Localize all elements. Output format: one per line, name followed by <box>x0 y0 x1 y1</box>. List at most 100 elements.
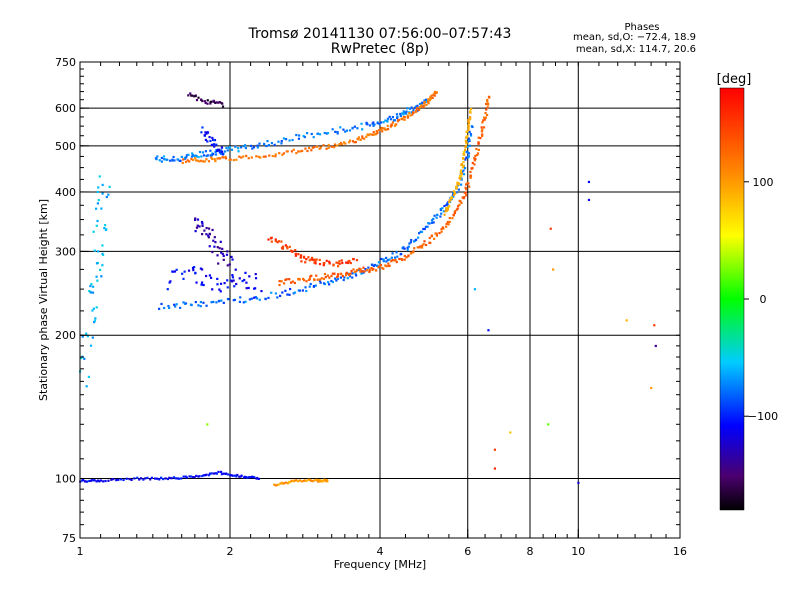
phase-point <box>469 176 472 179</box>
phase-point <box>322 264 325 267</box>
phase-point <box>286 247 289 250</box>
phase-point <box>338 262 341 265</box>
phase-point <box>381 130 384 133</box>
phase-point <box>288 139 291 142</box>
phase-point <box>125 477 128 480</box>
phase-point <box>351 140 354 143</box>
phase-point <box>328 276 331 279</box>
phase-point <box>211 136 214 140</box>
phase-point <box>198 475 201 478</box>
phase-point <box>336 132 339 135</box>
phase-point <box>235 475 238 478</box>
phase-point <box>218 288 221 291</box>
phase-point <box>183 270 186 273</box>
phase-point <box>422 227 425 231</box>
phase-point <box>442 210 445 213</box>
phase-point <box>225 253 229 256</box>
phase-point <box>107 479 110 482</box>
phase-point <box>364 267 367 271</box>
phase-point <box>466 145 469 148</box>
phase-point <box>456 207 459 210</box>
phase-point <box>221 105 225 108</box>
phase-point <box>326 132 330 135</box>
phase-point <box>221 150 224 153</box>
phase-point <box>229 158 232 161</box>
phase-point <box>338 143 341 146</box>
axis-ticks: 1 2 4 6 8 10 16 75 100 200 300 400 500 600 750 <box>55 56 687 558</box>
phase-point <box>193 476 196 479</box>
phase-point <box>214 150 217 153</box>
phase-point <box>312 284 316 288</box>
phase-point <box>187 269 191 272</box>
x-tick-label: 10 <box>571 545 585 558</box>
phase-point <box>302 255 305 258</box>
phase-point <box>336 275 339 278</box>
phase-point <box>248 275 251 278</box>
phase-point <box>390 256 393 259</box>
phase-point <box>289 287 292 291</box>
phase-point <box>212 472 216 475</box>
phase-point <box>196 224 199 227</box>
phase-point <box>302 134 305 138</box>
phase-point <box>220 146 224 149</box>
phase-point <box>101 183 104 187</box>
phase-point <box>365 135 368 138</box>
phase-point <box>382 121 385 124</box>
phase-point <box>204 150 208 153</box>
phase-point <box>308 285 311 288</box>
phase-point <box>216 254 219 257</box>
phase-point <box>401 112 404 115</box>
phase-point <box>368 268 371 271</box>
phase-point <box>454 192 457 195</box>
phase-point <box>376 264 379 267</box>
phase-point <box>449 198 452 201</box>
phase-point <box>383 128 386 131</box>
phase-point <box>293 281 296 285</box>
phase-point <box>311 258 314 261</box>
phase-point <box>163 306 166 310</box>
phase-point <box>473 163 476 166</box>
phase-point <box>328 260 331 263</box>
phase-point <box>396 255 399 258</box>
phase-point <box>231 274 234 277</box>
phase-point <box>388 264 391 267</box>
phase-point <box>452 214 455 217</box>
phase-point <box>303 135 306 139</box>
phase-point <box>458 175 462 178</box>
phase-point <box>325 259 328 262</box>
phase-point <box>469 117 472 120</box>
phase-point <box>295 253 298 256</box>
phase-point <box>85 332 88 335</box>
phase-point <box>133 477 136 480</box>
phase-point <box>288 245 291 248</box>
phase-point <box>203 134 206 137</box>
phase-point <box>194 94 197 98</box>
phase-point <box>216 277 219 281</box>
phase-point <box>459 170 462 174</box>
phase-point <box>267 144 271 147</box>
phase-point <box>264 155 267 158</box>
phase-point <box>359 270 362 273</box>
phase-point <box>461 166 465 169</box>
phase-point <box>480 126 483 129</box>
phase-point <box>351 272 354 275</box>
phase-point <box>378 128 381 132</box>
phase-point <box>280 142 283 145</box>
phase-point <box>403 254 406 258</box>
phase-point <box>163 158 166 161</box>
phase-point <box>577 481 580 484</box>
phase-point <box>179 159 182 162</box>
phase-point <box>379 121 383 124</box>
phase-point <box>587 180 591 184</box>
phase-point <box>184 160 188 164</box>
phase-point <box>96 279 99 282</box>
phase-point <box>350 269 353 273</box>
phase-point <box>331 280 334 284</box>
phase-point <box>190 475 193 478</box>
phase-point <box>388 258 391 261</box>
phase-point <box>376 131 379 134</box>
phase-point <box>281 247 284 250</box>
phase-point <box>195 281 198 284</box>
y-tick-label: 200 <box>55 329 76 342</box>
phase-point <box>401 258 404 262</box>
